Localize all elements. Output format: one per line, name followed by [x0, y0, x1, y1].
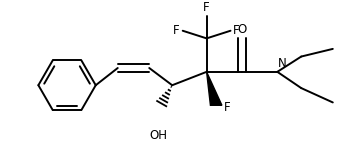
Text: F: F	[233, 24, 240, 37]
Text: OH: OH	[150, 129, 168, 142]
Text: N: N	[278, 57, 287, 70]
Text: F: F	[203, 2, 210, 14]
Polygon shape	[207, 72, 222, 105]
Text: O: O	[237, 23, 247, 36]
Text: F: F	[224, 101, 231, 114]
Text: F: F	[173, 24, 180, 37]
